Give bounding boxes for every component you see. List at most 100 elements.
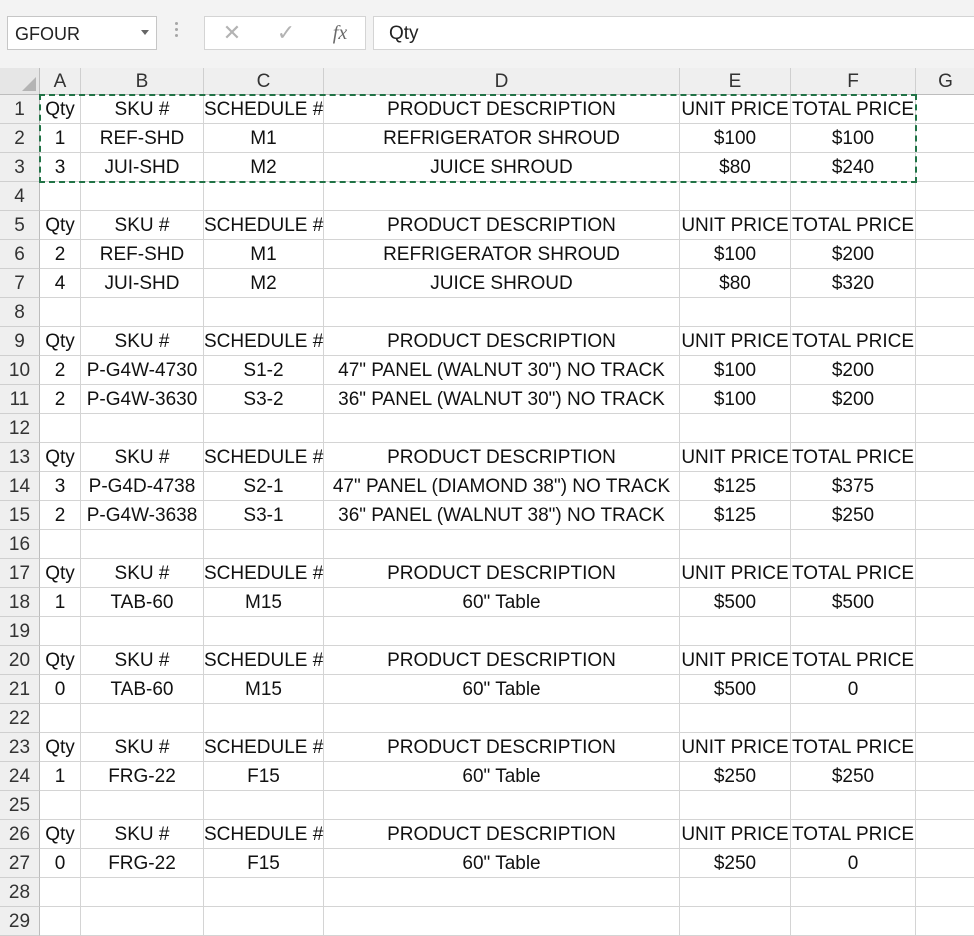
cell-c2[interactable]: M1 xyxy=(204,124,324,153)
cell-f5[interactable]: TOTAL PRICE xyxy=(791,211,916,240)
cell-b11[interactable]: P-G4W-3630 xyxy=(81,385,204,414)
cell-a13[interactable]: Qty xyxy=(40,443,81,472)
row-header-9[interactable]: 9 xyxy=(0,327,40,356)
cell-d29[interactable] xyxy=(324,907,680,936)
cell-e26[interactable]: UNIT PRICE xyxy=(680,820,791,849)
cell-a5[interactable]: Qty xyxy=(40,211,81,240)
cell-a28[interactable] xyxy=(40,878,81,907)
cell-a12[interactable] xyxy=(40,414,81,443)
cell-g12[interactable] xyxy=(916,414,974,443)
cell-c10[interactable]: S1-2 xyxy=(204,356,324,385)
row-header-4[interactable]: 4 xyxy=(0,182,40,211)
cell-b19[interactable] xyxy=(81,617,204,646)
row-header-20[interactable]: 20 xyxy=(0,646,40,675)
cell-c23[interactable]: SCHEDULE # xyxy=(204,733,324,762)
grip-dots-icon[interactable] xyxy=(175,22,179,44)
cell-f28[interactable] xyxy=(791,878,916,907)
cell-e5[interactable]: UNIT PRICE xyxy=(680,211,791,240)
cell-g1[interactable] xyxy=(916,95,974,124)
cell-e8[interactable] xyxy=(680,298,791,327)
cell-a17[interactable]: Qty xyxy=(40,559,81,588)
cell-c7[interactable]: M2 xyxy=(204,269,324,298)
cell-c19[interactable] xyxy=(204,617,324,646)
cell-a29[interactable] xyxy=(40,907,81,936)
cell-b28[interactable] xyxy=(81,878,204,907)
cell-e1[interactable]: UNIT PRICE xyxy=(680,95,791,124)
cell-e3[interactable]: $80 xyxy=(680,153,791,182)
chevron-down-icon[interactable] xyxy=(141,30,149,35)
cell-c3[interactable]: M2 xyxy=(204,153,324,182)
column-header-d[interactable]: D xyxy=(324,68,680,95)
row-header-6[interactable]: 6 xyxy=(0,240,40,269)
cell-a10[interactable]: 2 xyxy=(40,356,81,385)
cell-d12[interactable] xyxy=(324,414,680,443)
cell-f1[interactable]: TOTAL PRICE xyxy=(791,95,916,124)
row-header-29[interactable]: 29 xyxy=(0,907,40,936)
cell-c20[interactable]: SCHEDULE # xyxy=(204,646,324,675)
row-header-1[interactable]: 1 xyxy=(0,95,40,124)
column-header-c[interactable]: C xyxy=(204,68,324,95)
cell-e24[interactable]: $250 xyxy=(680,762,791,791)
cell-e22[interactable] xyxy=(680,704,791,733)
cell-d11[interactable]: 36" PANEL (WALNUT 30") NO TRACK xyxy=(324,385,680,414)
cell-e14[interactable]: $125 xyxy=(680,472,791,501)
row-header-25[interactable]: 25 xyxy=(0,791,40,820)
row-header-8[interactable]: 8 xyxy=(0,298,40,327)
row-header-3[interactable]: 3 xyxy=(0,153,40,182)
cell-a15[interactable]: 2 xyxy=(40,501,81,530)
row-header-24[interactable]: 24 xyxy=(0,762,40,791)
cell-d6[interactable]: REFRIGERATOR SHROUD xyxy=(324,240,680,269)
cell-g29[interactable] xyxy=(916,907,974,936)
cell-f14[interactable]: $375 xyxy=(791,472,916,501)
cell-c4[interactable] xyxy=(204,182,324,211)
cell-g17[interactable] xyxy=(916,559,974,588)
row-header-2[interactable]: 2 xyxy=(0,124,40,153)
cell-f15[interactable]: $250 xyxy=(791,501,916,530)
cell-f7[interactable]: $320 xyxy=(791,269,916,298)
cell-g24[interactable] xyxy=(916,762,974,791)
cell-e28[interactable] xyxy=(680,878,791,907)
cell-c22[interactable] xyxy=(204,704,324,733)
row-header-13[interactable]: 13 xyxy=(0,443,40,472)
cell-a8[interactable] xyxy=(40,298,81,327)
cell-d5[interactable]: PRODUCT DESCRIPTION xyxy=(324,211,680,240)
row-header-22[interactable]: 22 xyxy=(0,704,40,733)
cell-c12[interactable] xyxy=(204,414,324,443)
cell-b16[interactable] xyxy=(81,530,204,559)
cell-d13[interactable]: PRODUCT DESCRIPTION xyxy=(324,443,680,472)
cell-f12[interactable] xyxy=(791,414,916,443)
name-box[interactable]: GFOUR xyxy=(7,16,157,50)
cell-g9[interactable] xyxy=(916,327,974,356)
row-header-21[interactable]: 21 xyxy=(0,675,40,704)
cell-g10[interactable] xyxy=(916,356,974,385)
cell-d28[interactable] xyxy=(324,878,680,907)
cell-c14[interactable]: S2-1 xyxy=(204,472,324,501)
cell-a16[interactable] xyxy=(40,530,81,559)
column-header-f[interactable]: F xyxy=(791,68,916,95)
cell-b25[interactable] xyxy=(81,791,204,820)
row-header-5[interactable]: 5 xyxy=(0,211,40,240)
cell-b8[interactable] xyxy=(81,298,204,327)
cell-b27[interactable]: FRG-22 xyxy=(81,849,204,878)
cell-e17[interactable]: UNIT PRICE xyxy=(680,559,791,588)
cell-b21[interactable]: TAB-60 xyxy=(81,675,204,704)
column-header-a[interactable]: A xyxy=(40,68,81,95)
cell-b10[interactable]: P-G4W-4730 xyxy=(81,356,204,385)
cell-b6[interactable]: REF-SHD xyxy=(81,240,204,269)
cell-a14[interactable]: 3 xyxy=(40,472,81,501)
cell-a20[interactable]: Qty xyxy=(40,646,81,675)
cell-f22[interactable] xyxy=(791,704,916,733)
column-header-b[interactable]: B xyxy=(81,68,204,95)
cell-f26[interactable]: TOTAL PRICE xyxy=(791,820,916,849)
cell-b9[interactable]: SKU # xyxy=(81,327,204,356)
cell-b20[interactable]: SKU # xyxy=(81,646,204,675)
row-header-11[interactable]: 11 xyxy=(0,385,40,414)
column-header-e[interactable]: E xyxy=(680,68,791,95)
cell-f2[interactable]: $100 xyxy=(791,124,916,153)
cell-g18[interactable] xyxy=(916,588,974,617)
cell-e4[interactable] xyxy=(680,182,791,211)
cell-g21[interactable] xyxy=(916,675,974,704)
cell-e18[interactable]: $500 xyxy=(680,588,791,617)
cell-d2[interactable]: REFRIGERATOR SHROUD xyxy=(324,124,680,153)
cell-d14[interactable]: 47" PANEL (DIAMOND 38") NO TRACK xyxy=(324,472,680,501)
